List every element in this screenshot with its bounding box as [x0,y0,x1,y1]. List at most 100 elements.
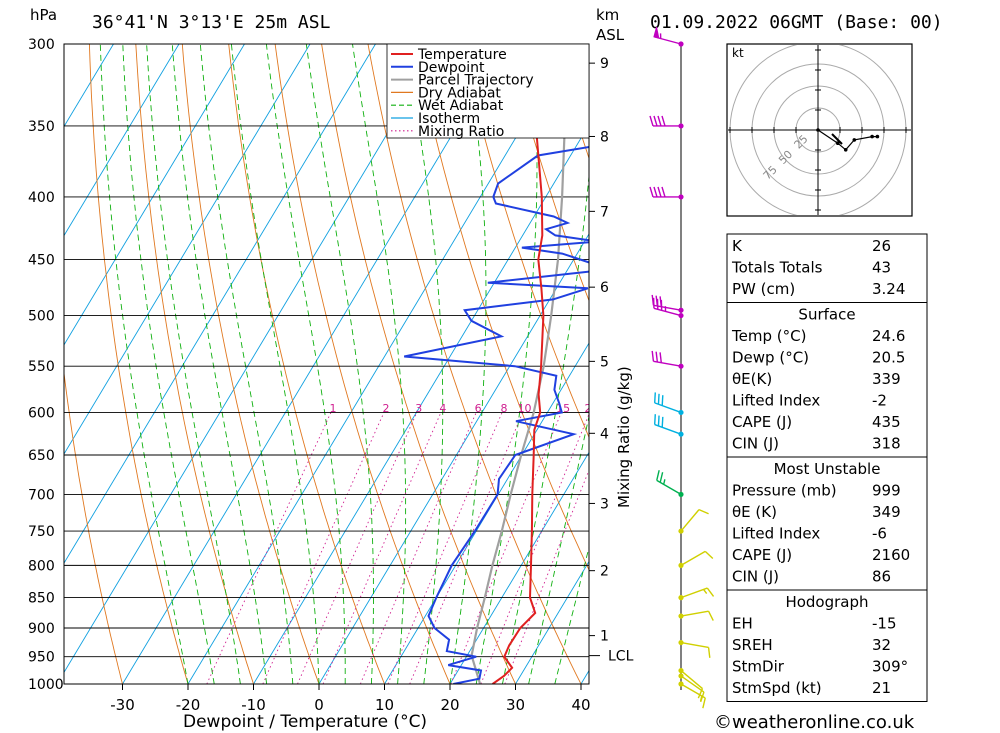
wind-barb-staff [656,479,682,496]
wind-barb-flag [653,186,658,198]
pressure-tick-label: 700 [28,487,55,503]
wind-barb-flag [707,647,711,658]
wind-level-dot [678,528,684,534]
parcel-trajectory-line [470,44,566,684]
pressure-tick-label: 750 [28,524,55,540]
wet-adiabat-line [122,44,215,684]
index-label: CAPE (J) [732,546,792,564]
wind-barb [649,186,684,200]
wind-level-dot [678,639,684,646]
dry-adiabat-line [972,44,1000,684]
wind-barb [678,681,706,709]
wet-adiabat-line [528,414,589,684]
wind-barb-flag [697,688,704,699]
index-value: 318 [872,435,901,453]
isotherm-line [64,44,376,565]
index-value: 32 [872,636,891,654]
wind-barb-flag [651,350,655,362]
pressure-tick-label: 600 [28,405,55,421]
x-tick-label: -30 [110,696,135,714]
wind-barb-flag [661,115,666,127]
wind-barb-flag [653,115,658,127]
index-value: 349 [872,503,901,521]
hodograph-point [843,148,848,152]
pressure-tick-label: 1000 [28,677,64,693]
mixing-ratio-label: 2 [382,402,389,415]
index-value: 339 [872,370,901,388]
index-value: 435 [872,413,901,431]
mixing-ratio-line [450,412,562,684]
index-label: EH [732,615,753,633]
isotherm-line [384,342,589,684]
legend-label: Wet Adiabat [418,98,504,114]
x-tick-label: -10 [241,696,266,714]
legend-label: Temperature [417,47,507,63]
index-label: SREH [732,636,773,654]
wind-level-dot [678,673,684,679]
wind-barb-flag [659,352,662,363]
wind-barbs [649,26,715,709]
wind-barb-staff [680,587,708,599]
index-value: -6 [872,525,887,543]
wind-barb [653,26,684,47]
pressure-tick-label: 650 [28,448,55,464]
wind-barb-flag [649,115,654,127]
temperature-line [492,44,545,684]
wind-barb-flag [657,415,660,426]
background-lines: 1 2 3 4 6 8 10 15 20 25 [64,44,1000,684]
index-label: CIN (J) [732,435,779,453]
wind-barb-staff [680,509,700,532]
wind-barb-staff [653,360,682,367]
mixing-ratio-label: 1 [329,402,336,415]
hodograph-point [816,128,820,132]
plot-frame [63,43,590,685]
km-tick-label: 7 [600,204,609,220]
wind-barb-staff [680,675,705,693]
x-tick-label: 30 [506,696,525,714]
x-tick-label: 20 [440,696,459,714]
index-value: 43 [872,259,891,277]
wind-barb-pennant [653,26,660,39]
index-tables: K 26 Totals Totals 43 PW (cm) 3.24 Surface Temp… [726,233,928,702]
legend-label: Parcel Trajectory [418,73,534,89]
copyright: ©weatheronline.co.uk [714,712,915,733]
wind-level-dot [678,123,684,129]
legend-label: Dewpoint [418,60,485,76]
dry-adiabat-line [367,44,582,684]
km-tick-label: 8 [600,129,609,145]
wind-barb [678,667,704,699]
legend-label: Isotherm [418,111,480,127]
wet-adiabat-line [230,44,320,684]
legend-label: Mixing Ratio [418,124,504,140]
mixing-ratio-axis-title: Mixing Ratio (g/kg) [615,366,633,508]
wind-level-dot [678,613,684,619]
wind-barb-flag [651,294,655,306]
hpa-unit-label: hPa [30,6,57,24]
wind-barb-staff [654,423,682,435]
isotherm-line [318,233,589,684]
wet-adiabat-line [99,44,189,684]
wind-barb [653,392,684,416]
wet-adiabat-line [352,44,407,684]
wind-barb-flag [657,115,662,127]
wind-level-dot [678,194,684,200]
wind-barb-staff [680,641,709,649]
wind-barb-staff [680,683,706,699]
isotherm-line [64,44,442,674]
wind-barb [678,587,715,601]
hodograph-point [836,141,840,145]
isotherm-line [253,123,589,684]
wind-barb-halfflag [662,479,666,485]
wind-barb [678,550,714,568]
axes: 3003504004505005506006507007508008509009… [28,37,634,714]
wind-barb-flag [655,295,659,307]
index-label: K [732,237,743,255]
wind-barb-flag [661,395,664,406]
wind-barb-flag [661,416,664,428]
hodograph-point [870,134,874,139]
lcl-label: LCL [608,649,634,665]
index-value: 3.24 [872,280,905,298]
